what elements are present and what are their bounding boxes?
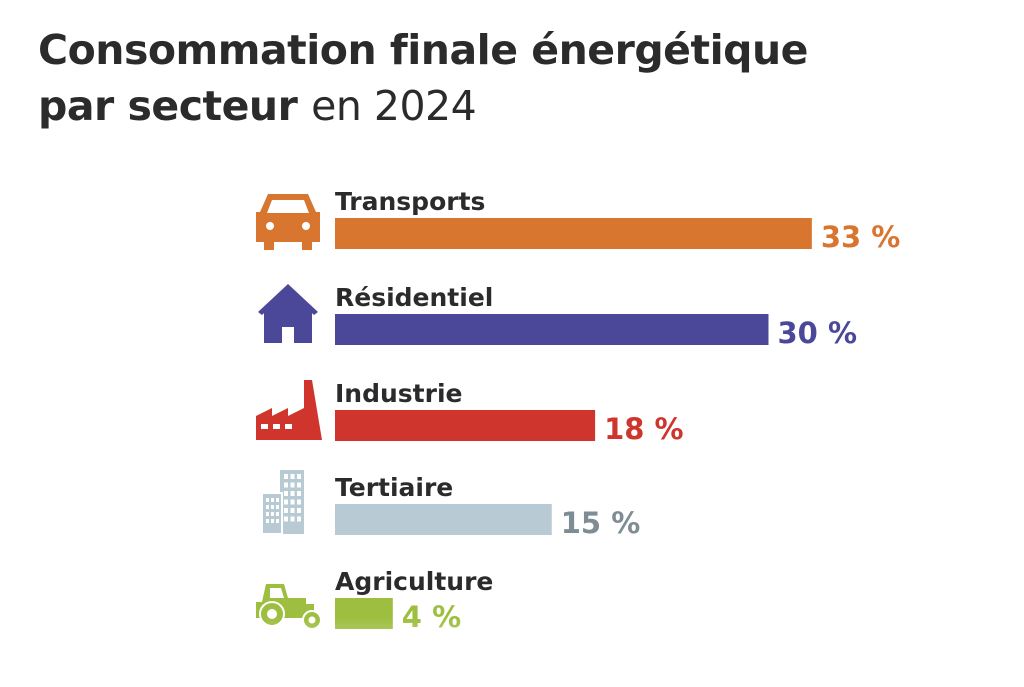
category-label: Résidentiel [335,283,493,312]
bar-row-industrie: Industrie 18 % [256,379,684,446]
house-icon [258,284,318,343]
category-label: Tertiaire [335,473,453,502]
category-label: Agriculture [335,567,493,596]
bar [335,410,596,441]
value-label: 18 % [604,412,684,446]
factory-icon [256,380,322,440]
bar [335,598,393,629]
value-label: 15 % [561,506,641,540]
category-label: Industrie [335,379,462,408]
value-label: 33 % [821,220,901,254]
bar [335,314,769,345]
bar-row-tertiaire: Tertiaire 15 % [261,470,641,540]
chart-title: Consommation finale énergétique par sect… [38,22,808,134]
tractor-icon [256,584,322,630]
title-bold: par secteur [38,82,298,130]
title-year: en 2024 [311,82,477,130]
car-icon [256,194,320,250]
bar [335,218,812,249]
value-label: 30 % [778,316,858,350]
value-label: 4 % [402,600,461,634]
office-building-icon [261,470,304,535]
bar-row-transports: Transports 33 % [256,187,900,254]
title-line-2: par secteur en 2024 [38,78,808,134]
bar [335,504,552,535]
category-label: Transports [335,187,485,216]
bar-row-agriculture: Agriculture 4 % [256,567,493,634]
bar-row-résidentiel: Résidentiel 30 % [258,283,857,350]
title-line-1: Consommation finale énergétique [38,26,808,74]
